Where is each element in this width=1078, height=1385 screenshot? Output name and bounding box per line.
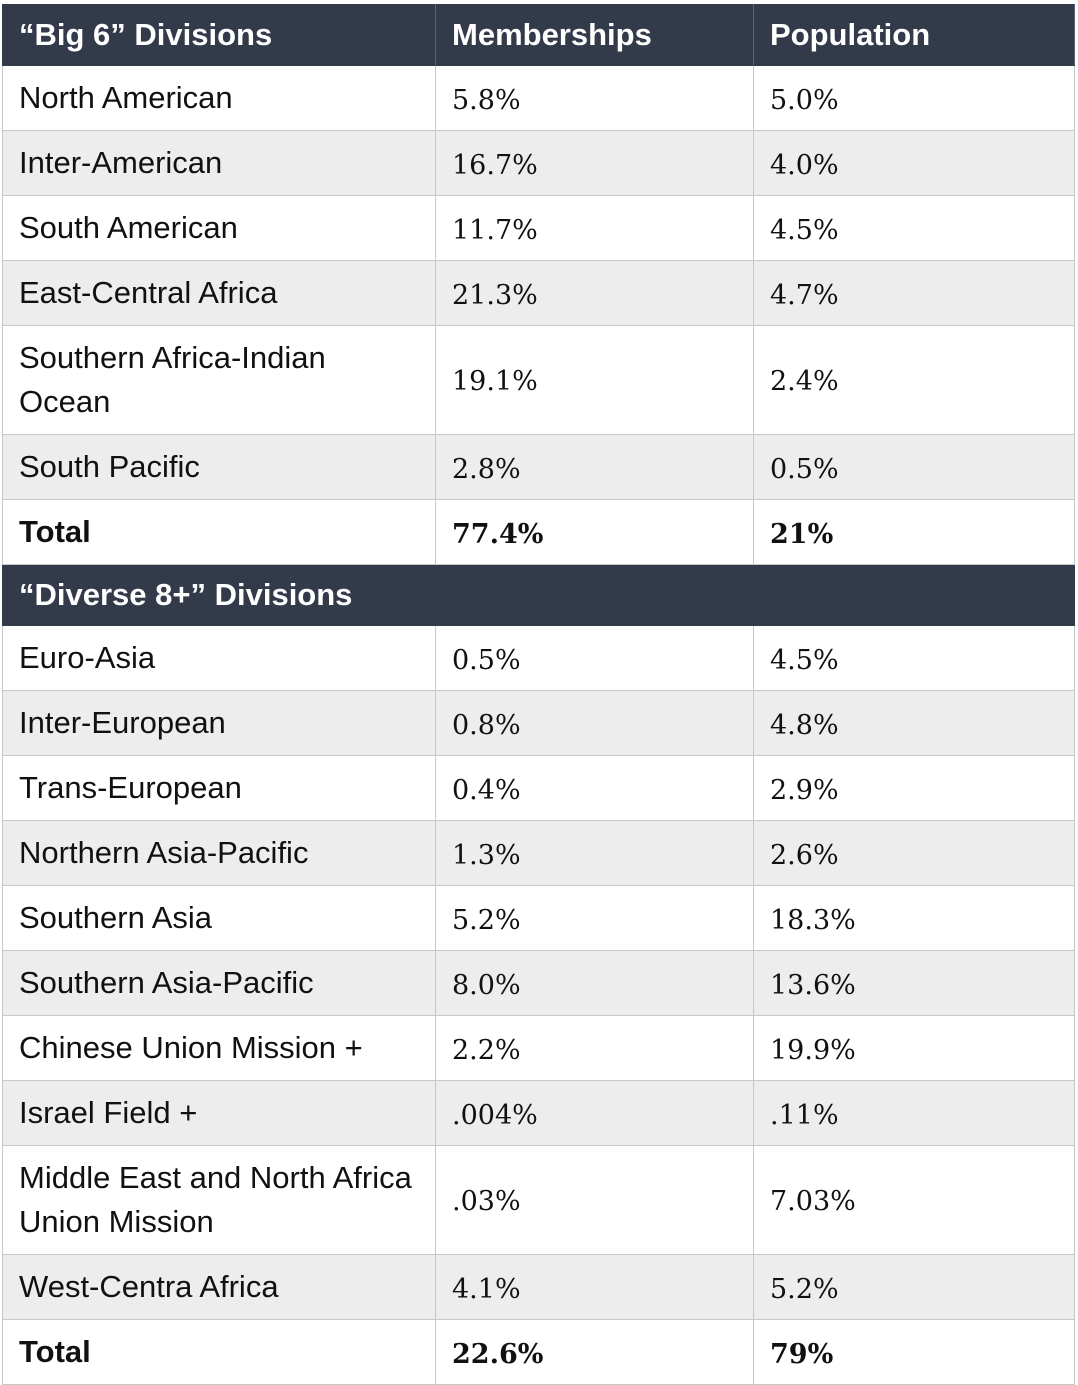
total-row-big6: Total 77.4% 21% — [2, 499, 1075, 565]
total-memberships: 22.6% — [435, 1319, 754, 1385]
total-memberships: 77.4% — [435, 499, 754, 565]
table-row: Southern Asia-Pacific 8.0% 13.6% — [2, 950, 1075, 1016]
total-population: 21% — [753, 499, 1075, 565]
population-value: 4.7% — [753, 260, 1075, 326]
memberships-value: 0.8% — [435, 690, 754, 756]
header-row: “Big 6” Divisions Memberships Population — [2, 4, 1075, 66]
division-name: Southern Asia-Pacific — [2, 950, 436, 1016]
division-name: Chinese Union Mission + — [2, 1015, 436, 1081]
population-value: 2.4% — [753, 325, 1075, 435]
table-row: Southern Africa-Indian Ocean 19.1% 2.4% — [2, 325, 1075, 435]
header-population: Population — [753, 4, 1075, 66]
section-heading-diverse: “Diverse 8+” Divisions — [2, 564, 1075, 626]
division-name: Inter-American — [2, 130, 436, 196]
memberships-value: 0.4% — [435, 755, 754, 821]
table-row: Trans-European 0.4% 2.9% — [2, 755, 1075, 821]
memberships-value: 4.1% — [435, 1254, 754, 1320]
population-value: .11% — [753, 1080, 1075, 1146]
memberships-value: 19.1% — [435, 325, 754, 435]
division-name: Southern Asia — [2, 885, 436, 951]
total-label: Total — [2, 1319, 436, 1385]
memberships-value: 5.8% — [435, 65, 754, 131]
memberships-value: 2.8% — [435, 434, 754, 500]
population-value: 7.03% — [753, 1145, 1075, 1255]
table-row: North American 5.8% 5.0% — [2, 65, 1075, 131]
total-label: Total — [2, 499, 436, 565]
table-row: Inter-American 16.7% 4.0% — [2, 130, 1075, 196]
memberships-value: 2.2% — [435, 1015, 754, 1081]
division-name: South American — [2, 195, 436, 261]
section-header-row: “Diverse 8+” Divisions — [2, 564, 1075, 626]
table-row: South American 11.7% 4.5% — [2, 195, 1075, 261]
division-name: Inter-European — [2, 690, 436, 756]
division-name: West-Centra Africa — [2, 1254, 436, 1320]
header-divisions: “Big 6” Divisions — [2, 4, 436, 66]
population-value: 13.6% — [753, 950, 1075, 1016]
table-row: West-Centra Africa 4.1% 5.2% — [2, 1254, 1075, 1320]
population-value: 4.8% — [753, 690, 1075, 756]
memberships-value: 5.2% — [435, 885, 754, 951]
division-name: Southern Africa-Indian Ocean — [2, 325, 436, 435]
memberships-value: 21.3% — [435, 260, 754, 326]
division-name: Trans-European — [2, 755, 436, 821]
population-value: 18.3% — [753, 885, 1075, 951]
division-name: Middle East and North Africa Union Missi… — [2, 1145, 436, 1255]
population-value: 5.2% — [753, 1254, 1075, 1320]
table-row: Northern Asia-Pacific 1.3% 2.6% — [2, 820, 1075, 886]
total-row-diverse: Total 22.6% 79% — [2, 1319, 1075, 1385]
population-value: 2.9% — [753, 755, 1075, 821]
population-value: 19.9% — [753, 1015, 1075, 1081]
total-population: 79% — [753, 1319, 1075, 1385]
memberships-value: 16.7% — [435, 130, 754, 196]
memberships-value: 1.3% — [435, 820, 754, 886]
population-value: 4.5% — [753, 625, 1075, 691]
population-value: 4.0% — [753, 130, 1075, 196]
division-name: South Pacific — [2, 434, 436, 500]
table-row: Euro-Asia 0.5% 4.5% — [2, 625, 1075, 691]
division-name: North American — [2, 65, 436, 131]
memberships-value: .004% — [435, 1080, 754, 1146]
table-row: Israel Field + .004% .11% — [2, 1080, 1075, 1146]
memberships-value: 11.7% — [435, 195, 754, 261]
divisions-table: “Big 6” Divisions Memberships Population… — [2, 4, 1075, 1385]
memberships-value: 0.5% — [435, 625, 754, 691]
memberships-value: 8.0% — [435, 950, 754, 1016]
table-row: Inter-European 0.8% 4.8% — [2, 690, 1075, 756]
population-value: 4.5% — [753, 195, 1075, 261]
table-row: Southern Asia 5.2% 18.3% — [2, 885, 1075, 951]
header-memberships: Memberships — [435, 4, 754, 66]
population-value: 5.0% — [753, 65, 1075, 131]
table-row: Middle East and North Africa Union Missi… — [2, 1145, 1075, 1255]
division-name: Euro-Asia — [2, 625, 436, 691]
table-row: Chinese Union Mission + 2.2% 19.9% — [2, 1015, 1075, 1081]
table-row: East-Central Africa 21.3% 4.7% — [2, 260, 1075, 326]
division-name: Israel Field + — [2, 1080, 436, 1146]
population-value: 0.5% — [753, 434, 1075, 500]
table-row: South Pacific 2.8% 0.5% — [2, 434, 1075, 500]
memberships-value: .03% — [435, 1145, 754, 1255]
division-name: Northern Asia-Pacific — [2, 820, 436, 886]
division-name: East-Central Africa — [2, 260, 436, 326]
population-value: 2.6% — [753, 820, 1075, 886]
